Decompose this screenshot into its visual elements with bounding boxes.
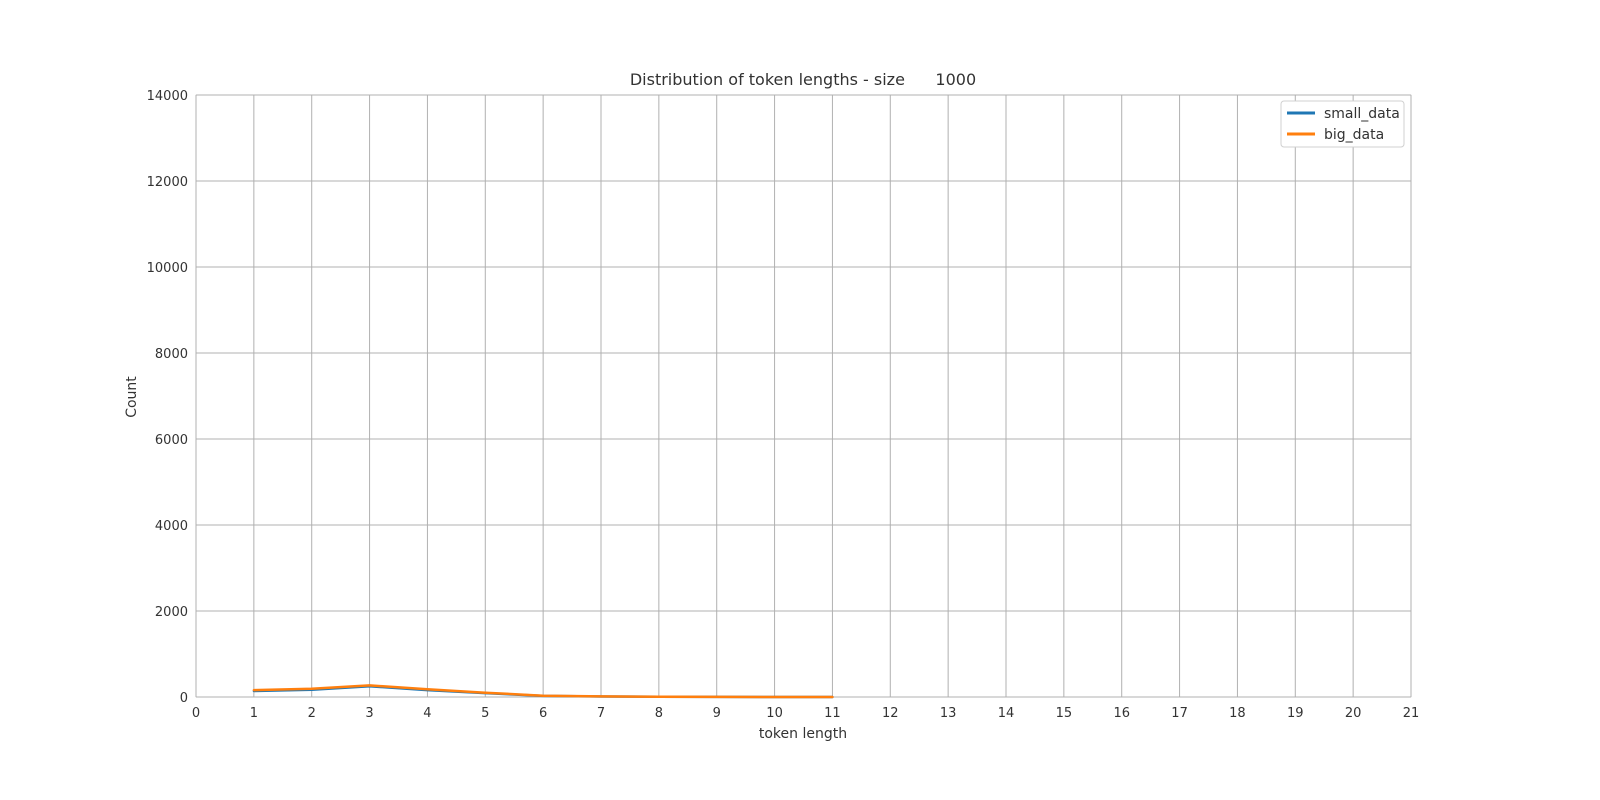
x-axis-label: token length [759,726,847,742]
x-tick-label: 8 [655,706,663,721]
x-tick-label: 13 [940,706,957,721]
x-tick-label: 12 [882,706,899,721]
y-tick-label: 6000 [155,433,188,448]
y-axis-label: Count [124,376,140,418]
plot-area [195,94,1412,698]
x-tick-label: 18 [1229,706,1246,721]
x-tick-label: 1 [250,706,258,721]
grid [195,94,1412,698]
y-axis-ticks: 0 2000 4000 6000 8000 10000 12000 14000 [147,89,188,706]
x-tick-label: 19 [1287,706,1304,721]
y-tick-label: 14000 [147,89,188,104]
y-tick-label: 0 [180,691,188,706]
x-tick-label: 0 [192,706,200,721]
x-tick-label: 21 [1403,706,1420,721]
x-tick-label: 11 [824,706,841,721]
x-tick-label: 5 [481,706,489,721]
legend-label: small_data [1324,106,1400,122]
x-tick-label: 9 [713,706,721,721]
x-tick-label: 10 [766,706,783,721]
x-tick-label: 20 [1345,706,1362,721]
x-tick-label: 15 [1056,706,1073,721]
x-tick-label: 3 [365,706,373,721]
y-tick-label: 4000 [155,519,188,534]
series-line-big-data [252,684,834,699]
x-tick-label: 14 [998,706,1015,721]
legend-label: big_data [1324,127,1384,143]
x-tick-label: 17 [1171,706,1188,721]
x-tick-label: 4 [423,706,431,721]
x-axis-ticks: 0 1 2 3 4 5 6 7 8 9 10 11 12 13 14 15 16 17 18 19 20 21 [192,706,1419,721]
y-tick-label: 2000 [155,605,188,620]
x-tick-label: 2 [308,706,316,721]
x-tick-label: 7 [597,706,605,721]
y-tick-label: 10000 [147,261,188,276]
chart-title: Distribution of token lengths - size 100… [630,70,976,89]
y-tick-label: 8000 [155,347,188,362]
x-tick-label: 6 [539,706,547,721]
series-lines [252,684,834,699]
y-tick-label: 12000 [147,175,188,190]
legend: small_data big_data [1280,100,1405,148]
plot-frame [195,94,1412,698]
x-tick-label: 16 [1113,706,1130,721]
